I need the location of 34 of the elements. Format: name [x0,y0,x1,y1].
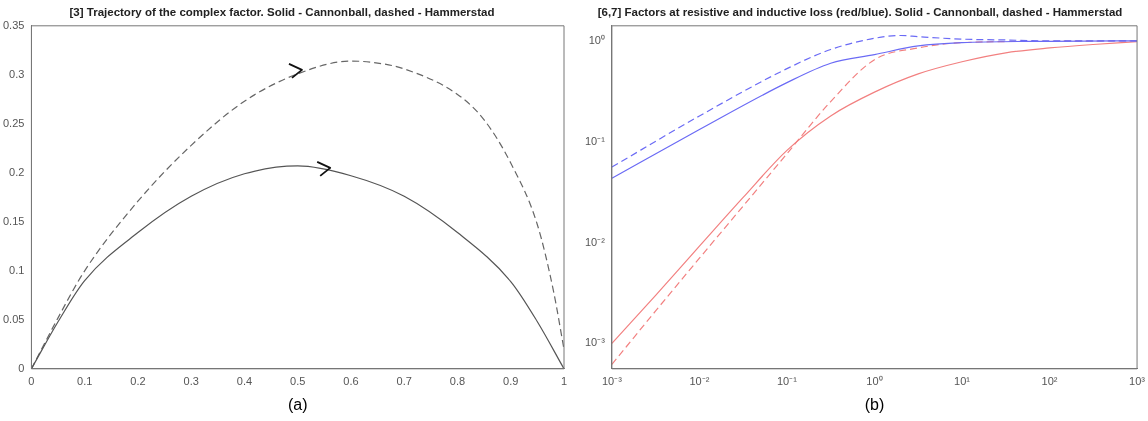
y-tick-label: 10⁰ [588,33,605,46]
x-tick-label: 10⁻² [689,375,710,388]
x-tick-label: 0.8 [449,375,466,388]
x-tick-label: 10² [1041,375,1058,388]
y-tick-label: 0.05 [2,312,25,325]
text: (b) [864,396,885,413]
x-tick-label: 10⁻¹ [777,375,798,388]
x-tick-label: 1 [560,375,568,388]
y-tick-label: 0.2 [9,165,25,178]
y-tick-label: 0 [18,361,25,374]
x-tick-label: 0.9 [503,375,519,388]
x-tick-label: 0.4 [236,375,253,388]
x-tick-label: 10³ [1129,375,1146,388]
x-tick-label: 0.3 [183,375,199,388]
y-tick-label: 10⁻³ [584,336,606,349]
y-tick-label: 10⁻² [584,235,606,248]
y-tick-label: 0.35 [2,18,25,31]
chart-title: [6,7] Factors at resistive and inductive loss (red/blue). Solid - Cannonball, dashed - Hammerstad [597,6,1123,19]
y-tick-label: 0.25 [2,116,25,129]
x-tick-label: 0.6 [343,375,359,388]
x-tick-label: 10⁰ [866,375,883,388]
x-tick-label: 10¹ [954,375,971,388]
x-tick-label: 0.2 [130,375,146,388]
y-tick-label: 10⁻¹ [584,134,606,147]
x-tick-label: 0 [28,375,35,388]
y-tick-label: 0.3 [9,67,25,80]
x-tick-label: 0.5 [290,375,306,388]
x-tick-label: 10⁻³ [601,375,623,388]
y-tick-label: 0.15 [2,214,25,227]
chart-title: [3] Trajectory of the complex factor. Solid - Cannonball, dashed - Hammerstad [69,6,495,19]
y-tick-label: 0.1 [9,263,25,276]
text: (a) [287,396,308,413]
x-tick-label: 0.7 [396,375,412,388]
x-tick-label: 0.1 [77,375,93,388]
